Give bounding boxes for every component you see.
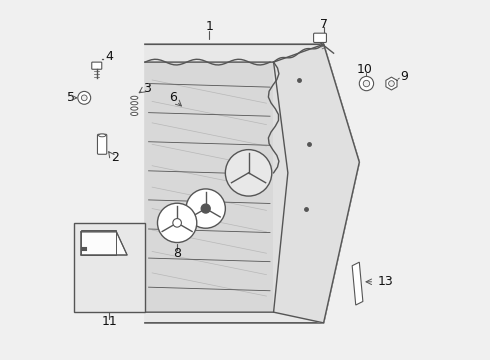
Circle shape [173, 219, 181, 227]
Text: 6: 6 [170, 91, 177, 104]
FancyBboxPatch shape [74, 223, 145, 312]
Text: 3: 3 [143, 82, 151, 95]
Text: 7: 7 [319, 18, 328, 31]
Text: 1: 1 [205, 20, 213, 33]
Ellipse shape [131, 107, 138, 110]
Text: AMG: AMG [91, 239, 109, 246]
Circle shape [81, 95, 87, 101]
Polygon shape [145, 62, 288, 312]
Circle shape [359, 76, 373, 91]
Text: 12: 12 [91, 289, 106, 303]
Ellipse shape [131, 112, 138, 116]
Ellipse shape [131, 102, 138, 105]
Text: 9: 9 [400, 70, 408, 83]
Polygon shape [81, 232, 127, 255]
Text: 8: 8 [173, 247, 181, 260]
Circle shape [225, 150, 272, 196]
Circle shape [157, 203, 197, 243]
Text: 4: 4 [106, 50, 114, 63]
FancyBboxPatch shape [98, 134, 107, 154]
Text: 2: 2 [111, 151, 119, 165]
Ellipse shape [98, 134, 106, 137]
Circle shape [363, 80, 369, 87]
Text: 5: 5 [67, 91, 75, 104]
Polygon shape [386, 77, 397, 90]
Polygon shape [273, 44, 359, 323]
Circle shape [201, 204, 210, 213]
FancyBboxPatch shape [92, 62, 102, 69]
Circle shape [186, 189, 225, 228]
Text: 13: 13 [377, 275, 393, 288]
Ellipse shape [131, 96, 138, 99]
Circle shape [78, 91, 91, 104]
FancyBboxPatch shape [314, 33, 326, 42]
Text: 10: 10 [357, 63, 372, 76]
Text: 11: 11 [101, 315, 117, 328]
Polygon shape [352, 262, 363, 305]
Polygon shape [145, 44, 359, 323]
Circle shape [389, 81, 394, 86]
